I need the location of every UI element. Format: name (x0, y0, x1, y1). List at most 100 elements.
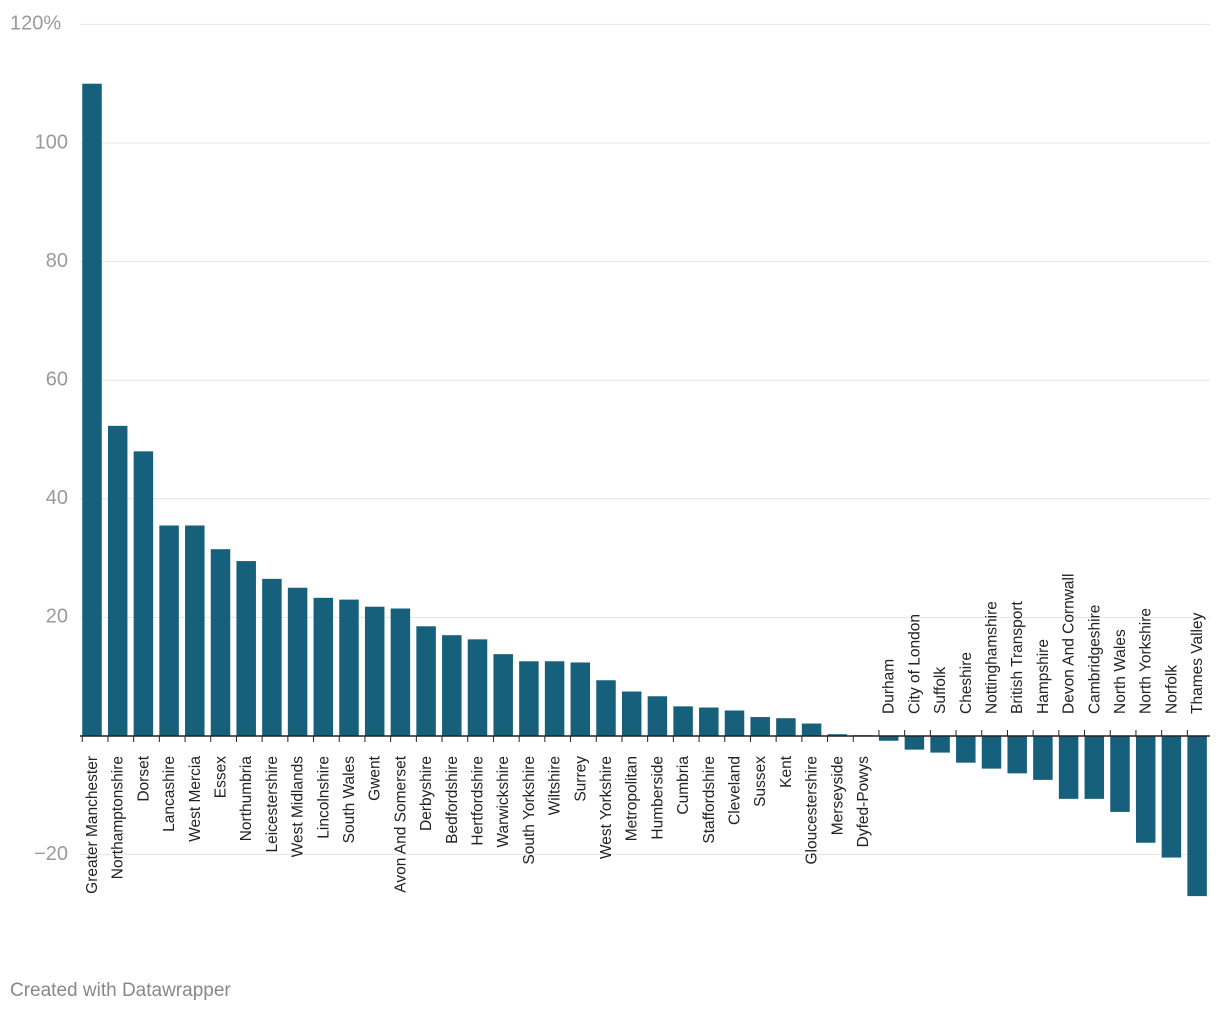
bar (390, 608, 411, 736)
category-label: Northamptonshire (110, 756, 127, 879)
bars (82, 83, 1207, 897)
category-label: Thames Valley (1189, 612, 1206, 714)
category-label: Avon And Somerset (392, 755, 409, 892)
y-tick-label: 60 (46, 368, 68, 390)
bar (647, 696, 668, 736)
category-label: Lincolnshire (315, 756, 332, 839)
credit-footer: Created with Datawrapper (10, 980, 231, 1001)
category-label: Dorset (135, 755, 152, 801)
category-label: Nottinghamshire (984, 601, 1001, 714)
y-tick-label: 120% (10, 13, 61, 35)
category-label: Cleveland (727, 756, 744, 825)
bar (1033, 736, 1053, 780)
bar (82, 83, 102, 736)
bar (1135, 736, 1156, 843)
bar (621, 691, 642, 736)
bar (724, 710, 745, 736)
category-label: Dyfed-Powys (855, 756, 872, 848)
y-tick-label: 100 (35, 131, 68, 153)
bar (801, 723, 822, 736)
category-label: Northumbria (238, 756, 255, 842)
category-label: Kent (778, 755, 795, 788)
bar (1084, 736, 1105, 799)
category-label: Sussex (752, 756, 769, 807)
bar (750, 717, 770, 736)
y-tick-label: 80 (46, 250, 68, 272)
category-label: Warwickshire (495, 756, 512, 848)
bar (1161, 736, 1182, 858)
y-tick-label: 40 (46, 487, 68, 509)
category-label: Hampshire (1035, 639, 1052, 714)
bar (1187, 736, 1207, 897)
category-label: Suffolk (932, 667, 949, 714)
category-label: Essex (213, 756, 230, 798)
bar (262, 578, 282, 736)
bar (1110, 736, 1130, 812)
bar (673, 706, 693, 736)
bar (364, 606, 385, 736)
category-label: Devon And Cornwall (1061, 574, 1078, 714)
category-label: Gwent (367, 755, 384, 800)
category-label: Durham (881, 659, 898, 714)
bar-chart: Greater Manchester Northamptonshire Dorset… (10, 13, 1210, 897)
category-label: Greater Manchester (84, 756, 101, 894)
category-label: North Wales (1112, 629, 1129, 714)
bar (133, 451, 154, 736)
category-label: Leicestershire (264, 756, 281, 853)
y-tick-labels: −20 20 40 60 80 100 120% (10, 13, 68, 865)
category-label: Derbyshire (418, 756, 435, 831)
bar (776, 718, 796, 736)
category-label: Cumbria (675, 756, 692, 815)
category-label: Metropolitan (624, 756, 641, 841)
y-tick-label: −20 (34, 843, 68, 865)
y-tick-label: 20 (46, 606, 68, 628)
x-axis (80, 730, 1210, 742)
bar (416, 626, 436, 736)
category-label: West Midlands (290, 756, 307, 858)
category-label: West Mercia (187, 756, 204, 842)
category-label: Gloucestershire (804, 756, 821, 865)
category-label: South Wales (341, 756, 358, 844)
category-label: Wiltshire (547, 756, 564, 815)
bar (236, 561, 256, 736)
bar (159, 525, 179, 736)
bar (956, 736, 976, 763)
bar (1058, 736, 1079, 799)
category-label: North Yorkshire (1138, 608, 1155, 714)
bar (210, 549, 231, 736)
category-label: Cheshire (958, 652, 975, 714)
bar (1007, 736, 1027, 774)
bar (981, 736, 1002, 769)
category-label: Humberside (649, 756, 666, 840)
category-label: South Yorkshire (521, 756, 538, 865)
category-label: Surrey (572, 756, 589, 802)
bar (596, 680, 616, 736)
bar (570, 662, 591, 736)
bar (827, 734, 848, 736)
bar (442, 635, 462, 736)
bar (493, 654, 513, 736)
category-label: West Yorkshire (598, 756, 615, 859)
bar (878, 736, 899, 741)
bar (339, 599, 359, 736)
bar (930, 736, 950, 753)
bar (185, 525, 205, 736)
category-label: British Transport (1009, 600, 1026, 714)
category-label: Norfolk (1163, 665, 1180, 714)
category-label: Cambridgeshire (1086, 605, 1103, 714)
bar (313, 597, 334, 736)
bar (287, 587, 308, 736)
category-label: Staffordshire (701, 756, 718, 844)
bar (519, 661, 539, 736)
bar (544, 661, 565, 736)
category-label: Hertfordshire (470, 756, 487, 846)
category-label: Merseyside (829, 756, 846, 835)
bar (699, 707, 719, 736)
bar (467, 639, 488, 736)
bar (107, 425, 128, 736)
category-label: Bedfordshire (444, 756, 461, 844)
category-label: City of London (906, 614, 923, 714)
category-labels: Greater Manchester Northamptonshire Dorset… (84, 574, 1206, 894)
category-label: Lancashire (161, 756, 178, 832)
bar (904, 736, 925, 750)
